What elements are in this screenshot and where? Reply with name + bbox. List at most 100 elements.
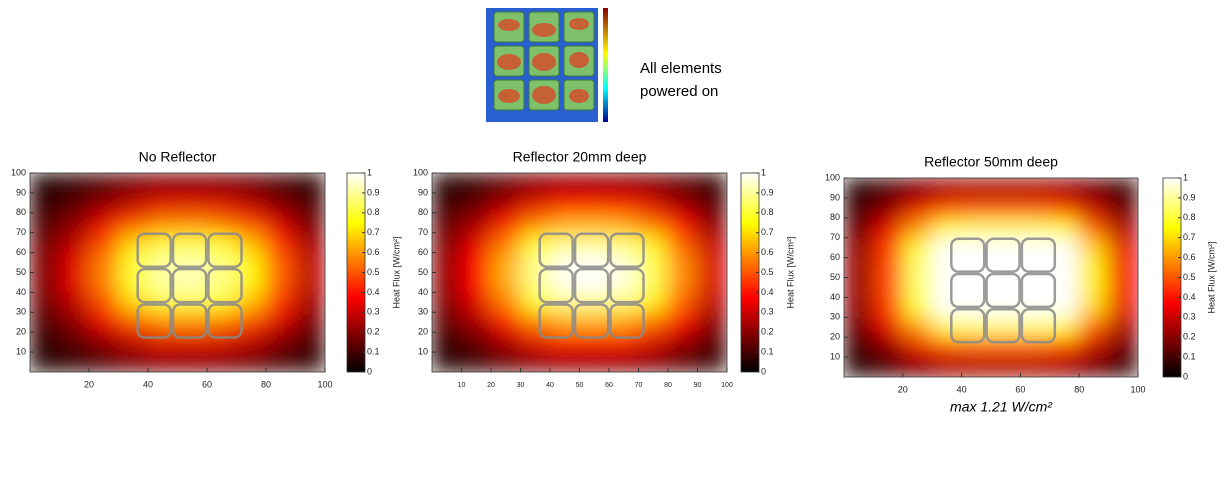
heat-cell [961, 357, 991, 378]
heat-cell [520, 173, 551, 194]
heat-cell [902, 317, 932, 338]
heat-cell [1108, 178, 1138, 199]
heatmap-cells [844, 178, 1139, 378]
heat-cell [432, 232, 463, 253]
heat-cell [668, 212, 699, 233]
heat-cell [932, 197, 962, 218]
y-tick-label: 40 [418, 287, 428, 297]
heat-cell [491, 272, 522, 293]
colorbar-tick-label: 1 [367, 167, 372, 177]
heat-cell [668, 312, 699, 333]
heat-cell [697, 192, 728, 213]
heat-cell [30, 173, 61, 194]
heat-cell [579, 332, 610, 353]
colorbar-tick-label: 0.3 [1183, 312, 1196, 322]
heat-cell [932, 277, 962, 298]
heat-cell [932, 337, 962, 358]
heat-cell [520, 332, 551, 353]
colorbar-tick-label: 1 [761, 167, 766, 177]
colorbar-tick-label: 0.1 [761, 346, 774, 356]
heat-cell [461, 212, 492, 233]
heat-cell [59, 272, 90, 293]
heat-cell [118, 232, 149, 253]
heat-cell [520, 352, 551, 373]
heat-cell [432, 332, 463, 353]
heat-cell [902, 257, 932, 278]
heat-cell [30, 352, 61, 373]
x-tick-label: 10 [458, 382, 466, 389]
heat-cell [844, 178, 874, 199]
heat-cell [1079, 178, 1109, 199]
heat-cell [1108, 217, 1138, 238]
heat-cell [638, 192, 669, 213]
heat-cell [432, 173, 463, 194]
x-tick-label: 90 [694, 382, 702, 389]
heat-cell [873, 357, 903, 378]
heat-cell [89, 252, 120, 273]
heat-cell [432, 212, 463, 233]
heat-cell [579, 212, 610, 233]
heat-cell [1079, 277, 1109, 298]
colorbar-label: Heat Flux [W/cm²] [391, 236, 401, 308]
heatmap-cells [432, 173, 728, 373]
heat-cell [1079, 297, 1109, 318]
heat-cell [579, 312, 610, 333]
heat-cell [873, 277, 903, 298]
heat-cell [59, 252, 90, 273]
heat-cell [1108, 257, 1138, 278]
y-tick-label: 40 [830, 292, 840, 302]
heat-cell [1079, 197, 1109, 218]
heat-cell [1020, 277, 1050, 298]
heat-cell [697, 173, 728, 194]
heat-cell [30, 212, 61, 233]
heatmap-cells [30, 173, 326, 373]
heat-cell [697, 312, 728, 333]
heat-cell [295, 312, 326, 333]
x-tick-label: 100 [721, 382, 733, 389]
heat-cell [295, 212, 326, 233]
x-tick-label: 80 [261, 379, 271, 389]
colorbar-tick-label: 0.6 [1183, 252, 1196, 262]
heat-cell [148, 212, 179, 233]
heat-cell [118, 352, 149, 373]
x-tick-label: 70 [635, 382, 643, 389]
heat-cell [1020, 217, 1050, 238]
chart-title: Reflector 50mm deep [924, 154, 1058, 170]
y-tick-label: 10 [830, 351, 840, 361]
heat-cell [873, 257, 903, 278]
colorbar-tick-label: 0.6 [367, 247, 380, 257]
heat-cell [295, 252, 326, 273]
chart-title: No Reflector [139, 149, 217, 165]
colorbar-tick-label: 1 [1183, 172, 1188, 182]
heat-cell [697, 232, 728, 253]
x-tick-label: 50 [576, 382, 584, 389]
x-tick-label: 100 [1130, 384, 1145, 394]
heat-cell [609, 192, 640, 213]
heat-cell [177, 212, 208, 233]
heat-cell [609, 173, 640, 194]
heat-cell [30, 192, 61, 213]
colorbar-tick-label: 0.2 [761, 327, 774, 337]
heat-cell [932, 237, 962, 258]
heat-cell [1079, 357, 1109, 378]
y-tick-label: 70 [16, 227, 26, 237]
heat-cell [266, 292, 297, 313]
colorbar-tick-label: 0.4 [367, 287, 380, 297]
heat-cell [697, 292, 728, 313]
heat-cell [902, 197, 932, 218]
heat-cell [1108, 337, 1138, 358]
figure: All elements powered on 2040608010010203… [0, 0, 1224, 498]
heat-cell [89, 173, 120, 194]
heat-cell [520, 192, 551, 213]
heat-cell [579, 272, 610, 293]
heat-cell [266, 332, 297, 353]
heat-cell [902, 297, 932, 318]
y-tick-label: 30 [830, 312, 840, 322]
heat-cell [266, 212, 297, 233]
heat-cell [609, 272, 640, 293]
heat-cell [520, 312, 551, 333]
inset-caption: All elements [640, 60, 722, 77]
heat-cell [89, 292, 120, 313]
heat-cell [873, 178, 903, 199]
heat-cell [1108, 277, 1138, 298]
